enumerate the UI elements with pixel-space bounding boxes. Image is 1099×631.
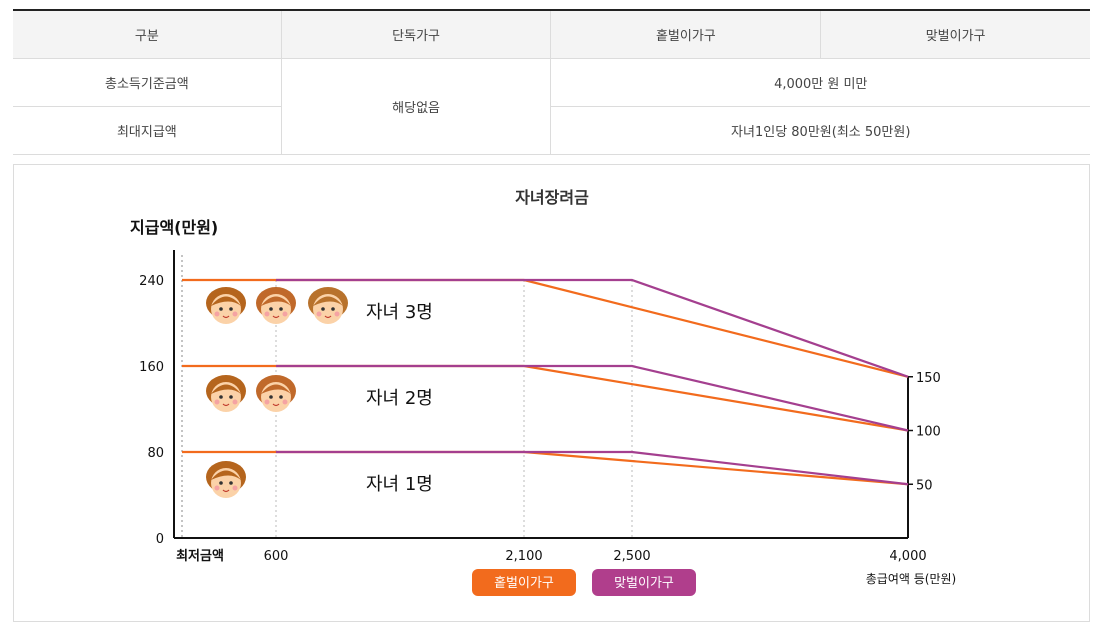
face-eye	[219, 395, 223, 399]
child-count-label: 자녀 3명	[366, 302, 433, 323]
face-cheek	[264, 399, 270, 405]
y-tick-label: 240	[139, 274, 164, 289]
right-tick-label: 150	[916, 371, 941, 386]
face-cheek	[264, 311, 270, 317]
face-eye	[269, 307, 273, 311]
face-bangs	[211, 384, 241, 394]
y-tick-label: 160	[139, 360, 164, 375]
face-cheek	[282, 311, 288, 317]
legend-label: 홑벌이가구	[494, 576, 554, 591]
legend-badge	[472, 569, 576, 596]
face-eye	[321, 307, 325, 311]
face-cheek	[214, 485, 220, 491]
x-tick-label: 2,100	[505, 549, 542, 564]
face-bangs	[313, 296, 343, 306]
face-eye	[229, 481, 233, 485]
legend-item: 맞벌이가구	[592, 569, 696, 596]
header-dual-earner: 맞벌이가구	[820, 10, 1090, 59]
face-eye	[219, 481, 223, 485]
legend-badge	[592, 569, 696, 596]
face-mouth	[222, 489, 230, 493]
face-eye	[279, 307, 283, 311]
x-tick-label: 4,000	[889, 549, 926, 564]
x-axis-label: 총급여액 등(만원)	[866, 572, 956, 586]
face-cheek	[232, 399, 238, 405]
y-tick-label: 80	[147, 446, 164, 461]
face-cheek	[282, 399, 288, 405]
face-eye	[219, 307, 223, 311]
face-eye	[229, 395, 233, 399]
face-eye	[269, 395, 273, 399]
face-mouth	[324, 315, 332, 319]
face-cheek	[232, 485, 238, 491]
single-household-value: 해당없음	[280, 58, 551, 155]
child-incentive-chart: 자녀장려금 지급액(만원) 0 80 160 240 150 100 50 최저금액 600 2,…	[130, 188, 956, 596]
row-label-max: 최대지급액	[13, 106, 282, 155]
max-amount-value: 자녀1인당 80만원(최소 50만원)	[550, 106, 1090, 155]
face-cheek	[316, 311, 322, 317]
header-single: 단독가구	[280, 10, 551, 59]
x-tick-label: 600	[264, 549, 289, 564]
series-line-dual-earner-children-3	[276, 278, 909, 378]
income-threshold-value: 4,000만 원 미만	[550, 58, 1090, 107]
row-label-income: 총소득기준금액	[13, 58, 282, 107]
header-category: 구분	[13, 10, 282, 59]
header-single-earner: 홑벌이가구	[550, 10, 821, 59]
table-header-row: 구분 단독가구 홑벌이가구 맞벌이가구	[13, 10, 1090, 59]
child-face-icon	[206, 287, 246, 324]
face-bangs	[211, 296, 241, 306]
table-row: 최대지급액 자녀1인당 80만원(최소 50만원)	[13, 106, 1090, 155]
legend-item: 홑벌이가구	[472, 569, 576, 596]
series-line-dual-earner-children-1	[276, 450, 909, 486]
child-count-label: 자녀 2명	[366, 388, 433, 409]
face-bangs	[261, 296, 291, 306]
face-mouth	[222, 315, 230, 319]
series-line-single-earner-children-1	[182, 450, 909, 486]
x-tick-label: 2,500	[613, 549, 650, 564]
x-tick-label: 최저금액	[176, 549, 224, 564]
face-cheek	[232, 311, 238, 317]
y-axis-label: 지급액(만원)	[130, 218, 218, 237]
chart-title: 자녀장려금	[515, 188, 589, 207]
face-cheek	[334, 311, 340, 317]
right-tick-label: 50	[916, 478, 933, 493]
face-eye	[279, 395, 283, 399]
chart-panel: 자녀장려금 지급액(만원) 0 80 160 240 150 100 50 최저금액 600 2,…	[13, 164, 1090, 622]
face-eye	[331, 307, 335, 311]
series-line-dual-earner-children-2	[276, 364, 909, 432]
face-mouth	[272, 403, 280, 407]
right-tick-label: 100	[916, 425, 941, 440]
face-cheek	[214, 399, 220, 405]
child-face-icon	[308, 287, 348, 324]
face-mouth	[222, 403, 230, 407]
legend-label: 맞벌이가구	[614, 576, 674, 591]
face-bangs	[211, 470, 241, 480]
face-cheek	[214, 311, 220, 317]
face-eye	[229, 307, 233, 311]
face-mouth	[272, 315, 280, 319]
child-face-icon	[206, 461, 246, 498]
child-face-icon	[256, 287, 296, 324]
child-face-icon	[206, 375, 246, 412]
y-tick-label: 0	[156, 532, 164, 547]
table-row: 총소득기준금액 해당없음 4,000만 원 미만	[13, 58, 1090, 155]
eligibility-table: 구분 단독가구 홑벌이가구 맞벌이가구 총소득기준금액 해당없음 4,000만 …	[13, 9, 1090, 155]
child-count-label: 자녀 1명	[366, 474, 433, 495]
face-bangs	[261, 384, 291, 394]
child-face-icon	[256, 375, 296, 412]
